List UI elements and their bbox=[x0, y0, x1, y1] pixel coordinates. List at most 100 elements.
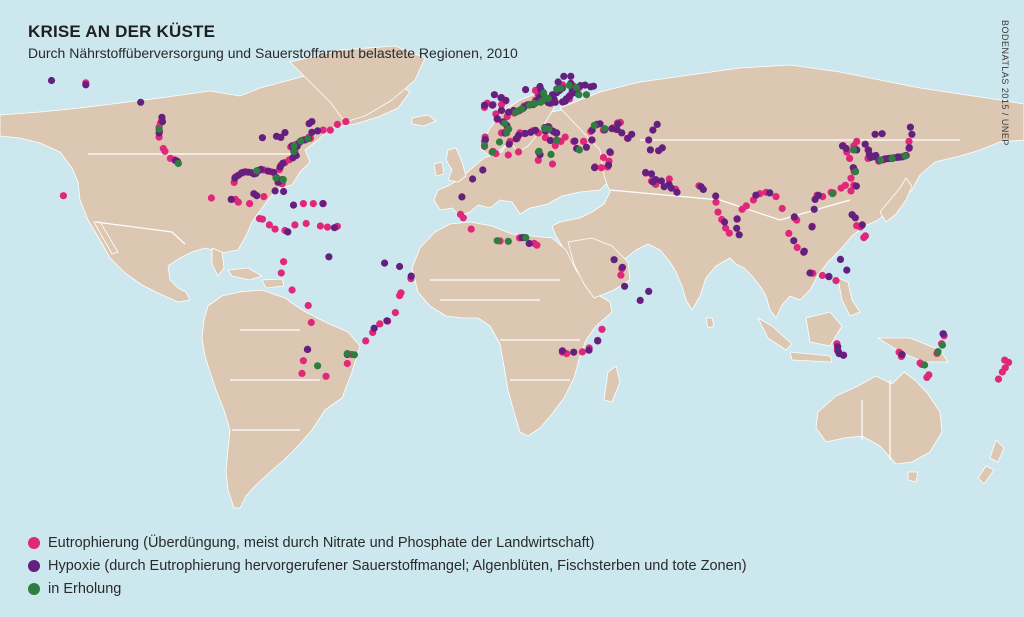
site-hypoxie bbox=[370, 324, 378, 332]
site-hypoxie bbox=[835, 350, 843, 358]
site-hypoxie bbox=[277, 133, 285, 141]
site-eutrophierung bbox=[722, 224, 730, 232]
site-eutrophierung bbox=[59, 192, 67, 200]
site-hypoxie bbox=[582, 143, 591, 151]
land-africa bbox=[411, 221, 613, 437]
site-hypoxie bbox=[871, 130, 879, 138]
site-eutrophierung bbox=[714, 208, 722, 216]
site-eutrophierung bbox=[319, 126, 327, 134]
site-eutrophierung bbox=[258, 215, 266, 223]
site-erholung bbox=[505, 125, 513, 133]
site-erholung bbox=[279, 176, 287, 184]
site-hypoxie bbox=[558, 347, 567, 355]
site-hypoxie bbox=[480, 101, 489, 109]
land-hispaniola bbox=[261, 278, 285, 289]
site-erholung bbox=[518, 105, 526, 113]
site-hypoxie bbox=[570, 348, 578, 356]
site-hypoxie bbox=[618, 263, 627, 271]
legend-dot-erholung bbox=[28, 582, 40, 595]
site-hypoxie bbox=[308, 128, 316, 136]
site-erholung bbox=[488, 148, 496, 156]
site-erholung bbox=[531, 99, 539, 108]
site-hypoxie bbox=[522, 86, 530, 94]
site-eutrophierung bbox=[853, 222, 861, 230]
site-eutrophierung bbox=[905, 137, 913, 145]
site-hypoxie bbox=[790, 237, 798, 245]
sites-erholung bbox=[155, 81, 947, 370]
site-hypoxie bbox=[231, 174, 239, 182]
site-eutrophierung bbox=[271, 225, 279, 233]
site-eutrophierung bbox=[307, 318, 315, 327]
site-hypoxie bbox=[585, 346, 593, 354]
site-eutrophierung bbox=[533, 241, 541, 249]
site-hypoxie bbox=[806, 269, 814, 277]
site-hypoxie bbox=[618, 129, 626, 137]
site-erholung bbox=[495, 138, 504, 146]
site-eutrophierung bbox=[534, 156, 542, 164]
site-hypoxie bbox=[636, 296, 644, 304]
site-hypoxie bbox=[227, 195, 235, 203]
site-hypoxie bbox=[628, 130, 636, 138]
site-eutrophierung bbox=[712, 198, 720, 206]
site-eutrophierung bbox=[161, 147, 169, 155]
site-hypoxie bbox=[527, 128, 535, 136]
site-hypoxie bbox=[303, 345, 311, 353]
site-eutrophierung bbox=[397, 289, 405, 297]
site-hypoxie bbox=[497, 106, 506, 115]
site-hypoxie bbox=[591, 164, 599, 172]
site-eutrophierung bbox=[459, 214, 467, 222]
site-eutrophierung bbox=[994, 375, 1003, 383]
site-hypoxie bbox=[712, 192, 720, 200]
site-erholung bbox=[557, 84, 565, 92]
site-eutrophierung bbox=[333, 120, 341, 128]
land-ireland bbox=[433, 161, 445, 177]
site-erholung bbox=[501, 119, 509, 127]
landmasses bbox=[0, 45, 1024, 509]
site-erholung bbox=[850, 146, 858, 154]
site-erholung bbox=[544, 94, 552, 102]
site-eutrophierung bbox=[277, 269, 285, 277]
site-hypoxie bbox=[878, 130, 886, 138]
site-eutrophierung bbox=[772, 193, 780, 201]
site-eutrophierung bbox=[617, 271, 625, 279]
site-eutrophierung bbox=[561, 133, 569, 141]
legend-label-erholung: in Erholung bbox=[48, 580, 122, 597]
site-hypoxie bbox=[657, 177, 666, 185]
site-hypoxie bbox=[407, 272, 415, 280]
site-hypoxie bbox=[843, 266, 851, 274]
site-hypoxie bbox=[137, 98, 145, 106]
site-eutrophierung bbox=[322, 372, 330, 380]
site-hypoxie bbox=[546, 136, 555, 145]
site-hypoxie bbox=[281, 129, 289, 137]
site-eutrophierung bbox=[260, 193, 268, 201]
site-erholung bbox=[547, 150, 555, 158]
site-eutrophierung bbox=[280, 258, 288, 266]
site-hypoxie bbox=[381, 259, 389, 267]
site-erholung bbox=[877, 156, 885, 164]
site-eutrophierung bbox=[304, 301, 312, 310]
site-eutrophierung bbox=[847, 187, 855, 195]
site-eutrophierung bbox=[299, 200, 307, 208]
site-eutrophierung bbox=[742, 202, 750, 210]
site-hypoxie bbox=[898, 350, 906, 359]
land-philippines bbox=[837, 277, 861, 317]
site-eutrophierung bbox=[725, 229, 733, 237]
site-hypoxie bbox=[588, 136, 596, 144]
site-hypoxie bbox=[858, 221, 866, 229]
site-eutrophierung bbox=[665, 175, 673, 183]
site-erholung bbox=[480, 142, 489, 150]
map-subtitle: Durch Nährstoffüberversorgung und Sauers… bbox=[28, 45, 518, 61]
site-hypoxie bbox=[497, 94, 505, 102]
land-tasmania bbox=[907, 471, 919, 483]
site-erholung bbox=[901, 152, 909, 160]
site-hypoxie bbox=[645, 287, 653, 295]
site-erholung bbox=[297, 137, 305, 145]
site-hypoxie bbox=[47, 76, 56, 85]
site-erholung bbox=[522, 234, 530, 242]
site-eutrophierung bbox=[326, 126, 334, 134]
site-eutrophierung bbox=[504, 151, 512, 159]
site-hypoxie bbox=[906, 123, 915, 131]
site-hypoxie bbox=[469, 175, 477, 183]
site-eutrophierung bbox=[342, 118, 350, 126]
site-erholung bbox=[601, 125, 609, 133]
